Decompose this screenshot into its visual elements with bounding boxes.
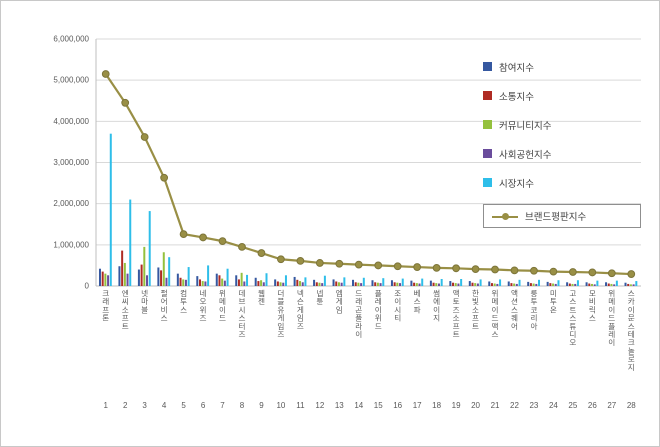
svg-text:14: 14 [354,401,363,410]
legend-label: 브랜드평판지수 [525,212,587,223]
svg-text:22: 22 [510,401,519,410]
legend-item-communication-index: 소통지수 [483,86,641,105]
legend-item-community-index: 커뮤니티지수 [483,115,641,134]
svg-text:베스파: 베스파 [414,289,421,314]
chart-legend: 참여지수 소통지수 커뮤니티지수 사회공헌지수 시장지수 브랜드평판지수 [483,57,641,238]
svg-text:4,000,000: 4,000,000 [53,117,89,126]
legend-item-social-contribution-index: 사회공헌지수 [483,144,641,163]
svg-text:1: 1 [104,401,109,410]
svg-text:25: 25 [568,401,577,410]
svg-text:17: 17 [413,401,422,410]
svg-text:0: 0 [85,282,90,291]
svg-text:10: 10 [276,401,285,410]
svg-text:3,000,000: 3,000,000 [53,158,89,167]
svg-text:6,000,000: 6,000,000 [53,35,89,44]
legend-label: 커뮤니티지수 [499,120,552,132]
svg-text:5: 5 [181,401,186,410]
svg-text:엠게임: 엠게임 [336,289,343,314]
legend-item-brand-reputation-index: 브랜드평판지수 [483,204,641,228]
svg-text:7: 7 [220,401,225,410]
legend-item-market-index: 시장지수 [483,173,641,192]
svg-text:5,000,000: 5,000,000 [53,76,89,85]
svg-text:3: 3 [142,401,147,410]
svg-text:11: 11 [296,401,305,410]
svg-text:26: 26 [588,401,597,410]
svg-text:13: 13 [335,401,344,410]
communication-index-swatch [483,91,492,100]
svg-text:27: 27 [607,401,616,410]
svg-text:21: 21 [491,401,500,410]
svg-text:8: 8 [240,401,245,410]
svg-text:24: 24 [549,401,558,410]
legend-label: 참여지수 [499,62,534,74]
svg-text:1,000,000: 1,000,000 [53,240,89,249]
svg-text:20: 20 [471,401,480,410]
svg-text:12: 12 [315,401,324,410]
svg-text:넷마블: 넷마블 [141,289,148,314]
svg-text:6: 6 [201,401,206,410]
line-marker-sample-icon [492,212,518,221]
svg-text:4: 4 [162,401,167,410]
svg-text:23: 23 [529,401,538,410]
participation-index-swatch [483,62,492,71]
legend-label: 소통지수 [499,91,534,103]
svg-text:28: 28 [627,401,636,410]
svg-text:19: 19 [452,401,461,410]
svg-text:컴투스: 컴투스 [180,289,187,314]
community-index-swatch [483,120,492,129]
svg-text:웹젠: 웹젠 [258,289,265,306]
svg-text:16: 16 [393,401,402,410]
market-index-swatch [483,178,492,187]
legend-label: 시장지수 [499,178,534,190]
svg-text:넵튠: 넵튠 [316,289,323,306]
svg-text:15: 15 [374,401,383,410]
svg-text:18: 18 [432,401,441,410]
legend-item-participation-index: 참여지수 [483,57,641,76]
svg-text:미투온: 미투온 [550,289,557,314]
svg-text:2: 2 [123,401,128,410]
svg-text:9: 9 [259,401,264,410]
social-contribution-index-swatch [483,149,492,158]
legend-label: 사회공헌지수 [499,149,552,161]
svg-text:2,000,000: 2,000,000 [53,199,89,208]
